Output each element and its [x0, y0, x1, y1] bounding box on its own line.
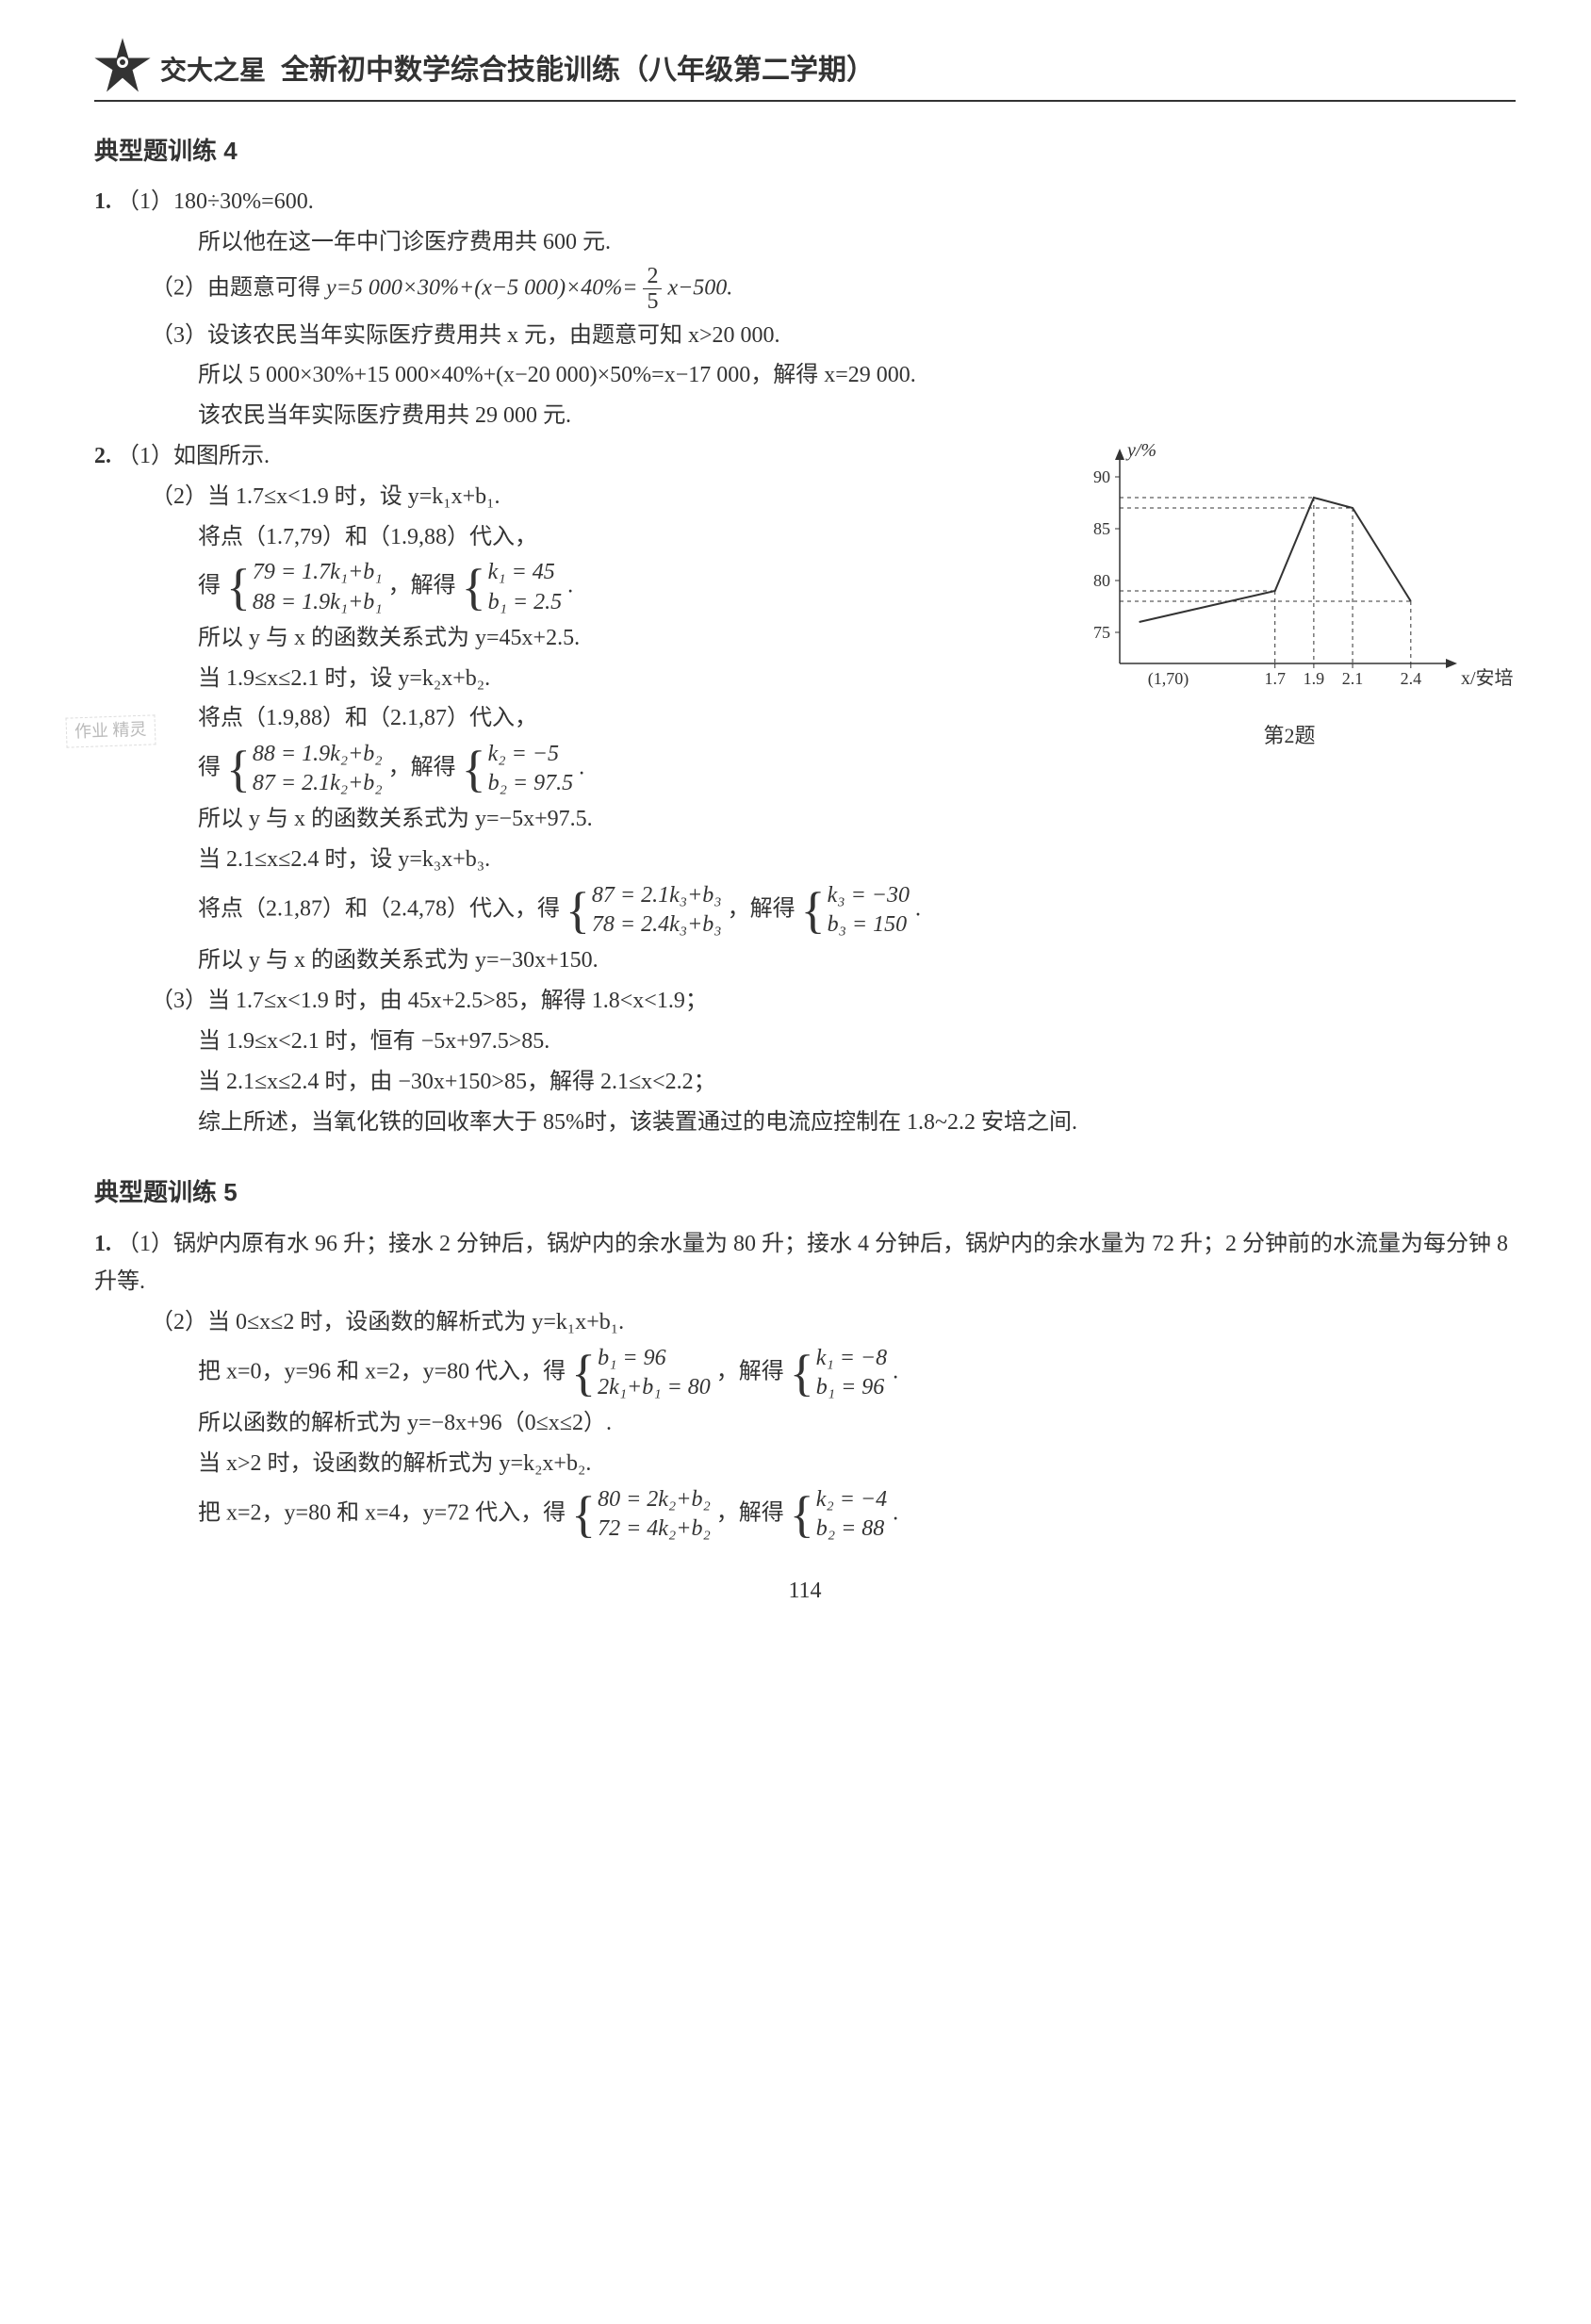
equation-system: { k₂ = −5 b₂ = 97.5 — [462, 740, 573, 798]
text: 当 2.1≤x≤2.4 时，由 −30x+150>85，解得 2.1≤x<2.2… — [94, 1063, 1516, 1102]
text: 得 — [198, 756, 221, 780]
q-number: 1. — [94, 1232, 111, 1256]
math: y=5 000×30%+(x−5 000)×40%= — [326, 275, 637, 300]
equation-system: { 79 = 1.7k₁+b₁ 88 = 1.9k₁+b₁ — [226, 558, 383, 616]
chart-q2: 75 80 85 90 1.7 1.9 2.1 2.4 (1,70) y/% x/安培 第2题 — [1063, 437, 1516, 753]
equation-system: { 88 = 1.9k₂+b₂ 87 = 2.1k₂+b₂ — [226, 740, 383, 798]
text: 所以 y 与 x 的函数关系式为 y=−30x+150. — [94, 941, 1516, 980]
line-chart: 75 80 85 90 1.7 1.9 2.1 2.4 (1,70) y/% x/安培 — [1063, 437, 1516, 701]
text: （3）当 1.7≤x<1.9 时，由 45x+2.5>85，解得 1.8<x<1… — [94, 982, 1516, 1021]
text: 把 x=2，y=80 和 x=4，y=72 代入，得 — [198, 1501, 566, 1526]
equation-system: { b₁ = 96 2k₁+b₁ = 80 — [571, 1344, 711, 1402]
equation-system: { k₁ = 45 b₁ = 2.5 — [462, 558, 562, 616]
problem-4-1: 1. （1）180÷30%=600. 所以他在这一年中门诊医疗费用共 600 元… — [94, 183, 1516, 435]
problem-5-1: 1. （1）锅炉内原有水 96 升；接水 2 分钟后，锅炉内的余水量为 80 升… — [94, 1225, 1516, 1545]
text: 所以 y 与 x 的函数关系式为 y=−5x+97.5. — [94, 800, 1516, 839]
text: 当 x>2 时，设函数的解析式为 y=k₂x+b₂. — [94, 1445, 1516, 1483]
text: （1）如图所示. — [117, 444, 270, 468]
text: （1）锅炉内原有水 96 升；接水 2 分钟后，锅炉内的余水量为 80 升；接水… — [94, 1232, 1508, 1295]
svg-text:x/安培: x/安培 — [1461, 667, 1514, 689]
text: （2）由题意可得 — [151, 275, 326, 300]
svg-text:2.4: 2.4 — [1401, 669, 1422, 688]
svg-text:2.1: 2.1 — [1342, 669, 1364, 688]
chart-caption: 第2题 — [1063, 718, 1516, 753]
text: 综上所述，当氧化铁的回收率大于 85%时，该装置通过的电流应控制在 1.8~2.… — [94, 1104, 1516, 1142]
text: ，解得 — [728, 897, 796, 922]
math: x−500. — [667, 275, 732, 300]
book-title: 全新初中数学综合技能训练（八年级第二学期） — [281, 46, 875, 94]
text: 将点（2.1,87）和（2.4,78）代入，得 — [198, 897, 560, 922]
svg-text:75: 75 — [1093, 623, 1110, 642]
svg-text:80: 80 — [1093, 571, 1110, 590]
text: 所以 5 000×30%+15 000×40%+(x−20 000)×50%=x… — [94, 356, 1516, 395]
text: （2）当 0≤x≤2 时，设函数的解析式为 y=k₁x+b₁. — [94, 1303, 1516, 1342]
watermark: 作业 精灵 — [65, 714, 156, 747]
text: 所以函数的解析式为 y=−8x+96（0≤x≤2）. — [94, 1404, 1516, 1443]
equation-system: { k₁ = −8 b₁ = 96 — [790, 1344, 887, 1402]
svg-text:1.7: 1.7 — [1264, 669, 1286, 688]
text: （1）180÷30%=600. — [117, 189, 314, 214]
problem-4-2: 75 80 85 90 1.7 1.9 2.1 2.4 (1,70) y/% x/安培 第2题 2.… — [94, 437, 1516, 1143]
svg-text:90: 90 — [1093, 467, 1110, 486]
text: . — [915, 897, 921, 922]
text: . — [567, 574, 573, 598]
page-header: 交大之星 全新初中数学综合技能训练（八年级第二学期） — [94, 38, 1516, 102]
svg-text:(1,70): (1,70) — [1148, 669, 1189, 689]
text: 当 2.1≤x≤2.4 时，设 y=k₃x+b₃. — [94, 841, 1516, 879]
brand-text: 交大之星 — [160, 49, 266, 94]
text: ，解得 — [716, 1501, 784, 1526]
text: ，解得 — [716, 1360, 784, 1384]
q-number: 2. — [94, 444, 111, 468]
text: 得 — [198, 574, 221, 598]
text: 该农民当年实际医疗费用共 29 000 元. — [94, 397, 1516, 435]
text: 所以他在这一年中门诊医疗费用共 600 元. — [94, 223, 1516, 262]
equation-system: { k₃ = −30 b₃ = 150 — [801, 881, 910, 940]
text: 把 x=0，y=96 和 x=2，y=80 代入，得 — [198, 1360, 566, 1384]
fraction: 2 5 — [643, 264, 662, 315]
text: . — [893, 1501, 898, 1526]
equation-system: { 87 = 2.1k₃+b₃ 78 = 2.4k₃+b₃ — [566, 881, 722, 940]
equation-system: { k₂ = −4 b₂ = 88 — [790, 1485, 887, 1544]
q-number: 1. — [94, 189, 111, 214]
text: . — [893, 1360, 898, 1384]
svg-text:y/%: y/% — [1125, 440, 1156, 461]
section-title-4: 典型题训练 4 — [94, 130, 1516, 172]
text: ，解得 — [388, 574, 456, 598]
text: . — [579, 756, 584, 780]
svg-text:1.9: 1.9 — [1304, 669, 1325, 688]
equation-system: { 80 = 2k₂+b₂ 72 = 4k₂+b₂ — [571, 1485, 711, 1544]
text: ，解得 — [388, 756, 456, 780]
star-icon — [94, 38, 151, 94]
section-title-5: 典型题训练 5 — [94, 1171, 1516, 1213]
text: 当 1.9≤x<2.1 时，恒有 −5x+97.5>85. — [94, 1023, 1516, 1061]
page-number: 114 — [94, 1572, 1516, 1611]
svg-text:85: 85 — [1093, 519, 1110, 538]
text: （3）设该农民当年实际医疗费用共 x 元，由题意可知 x>20 000. — [94, 317, 1516, 355]
